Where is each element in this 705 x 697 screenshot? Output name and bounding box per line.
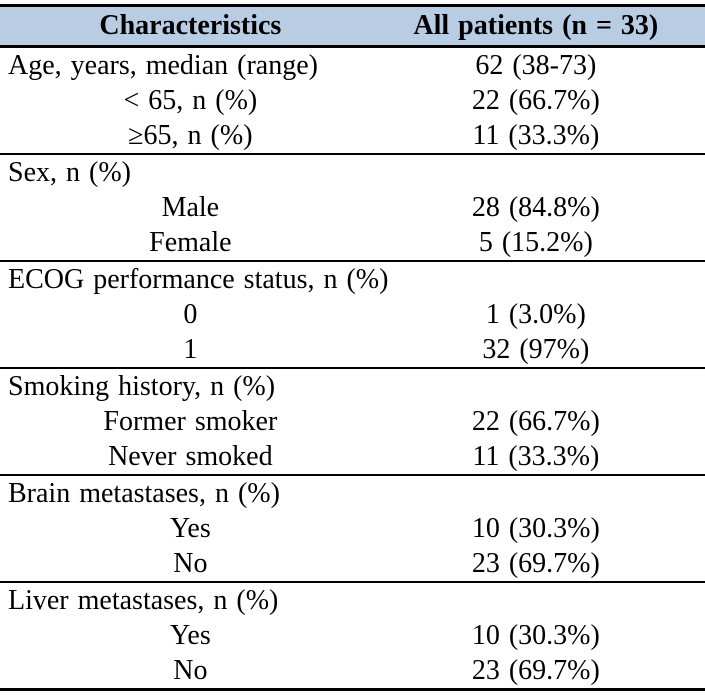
row-label: Liver metastases, n (%) — [0, 581, 381, 618]
row-value: 23 (69.7%) — [471, 654, 600, 686]
row-value: 10 (30.3%) — [471, 619, 600, 651]
row-label: No — [173, 654, 208, 686]
table-row: Age, years, median (range) 62 (38-73) — [0, 47, 705, 84]
row-value — [380, 581, 705, 618]
row-label: No — [173, 547, 208, 579]
table-row: Liver metastases, n (%) — [0, 581, 705, 618]
row-label: Smoking history, n (%) — [0, 367, 381, 404]
row-label: Former smoker — [103, 405, 278, 437]
row-label: < 65, n (%) — [123, 84, 258, 116]
row-label: Sex, n (%) — [0, 153, 381, 190]
column-header-all-patients: All patients (n = 33) — [380, 5, 705, 48]
table-row: Former smoker 22 (66.7%) — [0, 404, 705, 439]
row-value: 5 (15.2%) — [478, 226, 593, 258]
table-row: Female 5 (15.2%) — [0, 225, 705, 261]
row-label: Brain metastases, n (%) — [0, 474, 381, 511]
table-header-row: Characteristics All patients (n = 33) — [0, 5, 705, 48]
table-row: ≥65, n (%) 11 (33.3%) — [0, 118, 705, 154]
row-value — [380, 153, 705, 190]
row-value: 23 (69.7%) — [471, 547, 600, 579]
table-row: ECOG performance status, n (%) — [0, 260, 705, 297]
table-row: Smoking history, n (%) — [0, 367, 705, 404]
row-value: 1 (3.0%) — [485, 298, 586, 330]
row-value: 10 (30.3%) — [471, 512, 600, 544]
table-row: < 65, n (%) 22 (66.7%) — [0, 83, 705, 118]
table-row: No 23 (69.7%) — [0, 653, 705, 690]
row-value: 22 (66.7%) — [471, 84, 600, 116]
patient-characteristics-table: Characteristics All patients (n = 33) Ag… — [0, 4, 705, 691]
row-value: 22 (66.7%) — [471, 405, 600, 437]
table-row: Brain metastases, n (%) — [0, 474, 705, 511]
row-value — [380, 474, 705, 511]
table-row: Sex, n (%) — [0, 153, 705, 190]
row-value — [380, 367, 705, 404]
table-row: Yes 10 (30.3%) — [0, 511, 705, 546]
table-row: 1 32 (97%) — [0, 332, 705, 368]
row-label: 1 — [183, 333, 198, 365]
table-row: Yes 10 (30.3%) — [0, 618, 705, 653]
table-header: Characteristics All patients (n = 33) — [0, 5, 705, 48]
table-row: 0 1 (3.0%) — [0, 297, 705, 332]
row-label: 0 — [183, 298, 198, 330]
table-row: Male 28 (84.8%) — [0, 190, 705, 225]
table-row: No 23 (69.7%) — [0, 546, 705, 582]
row-value: 62 (38-73) — [475, 49, 597, 81]
table-row: Never smoked 11 (33.3%) — [0, 439, 705, 475]
row-label: Age, years, median (range) — [8, 49, 318, 81]
row-label: Yes — [169, 619, 211, 651]
row-value — [380, 260, 705, 297]
row-value: 11 (33.3%) — [472, 440, 600, 472]
table-body: Age, years, median (range) 62 (38-73) < … — [0, 47, 705, 690]
row-label: Female — [149, 226, 232, 258]
row-label: ≥65, n (%) — [128, 119, 253, 151]
row-value: 11 (33.3%) — [472, 119, 600, 151]
row-label: ECOG performance status, n (%) — [0, 260, 388, 297]
row-value: 28 (84.8%) — [471, 191, 600, 223]
row-label: Never smoked — [108, 440, 273, 472]
column-header-characteristics: Characteristics — [0, 5, 381, 48]
row-value: 32 (97%) — [482, 333, 590, 365]
row-label: Yes — [169, 512, 211, 544]
row-label: Male — [161, 191, 220, 223]
